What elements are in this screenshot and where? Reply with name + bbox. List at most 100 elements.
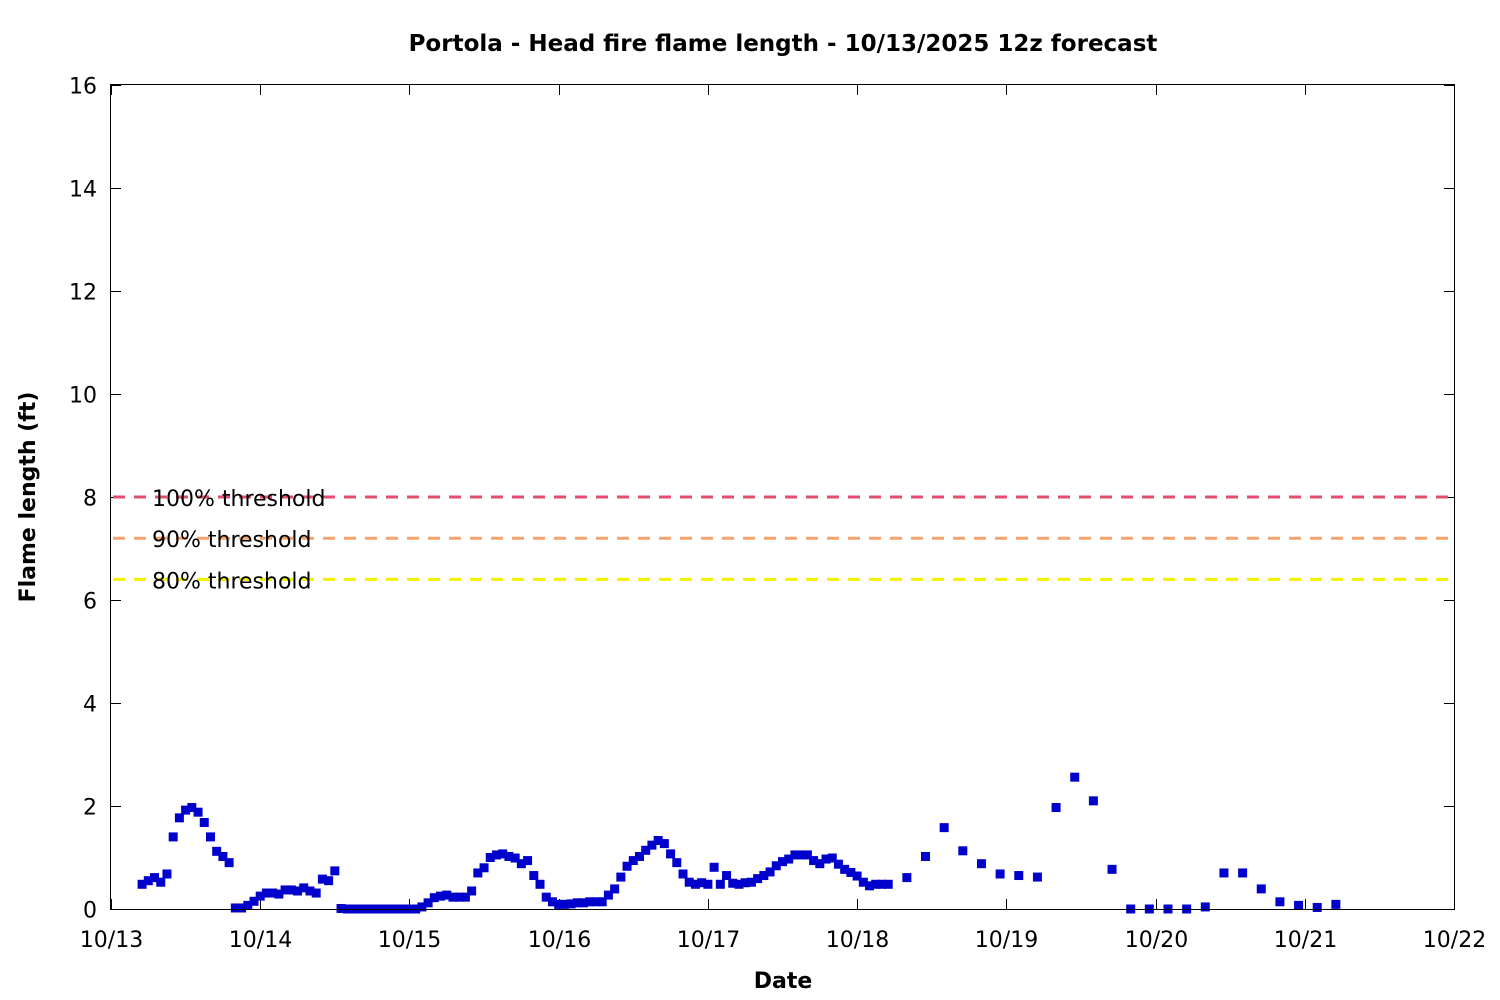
data-point bbox=[865, 881, 875, 891]
x-tick-label: 10/18 bbox=[826, 928, 889, 953]
data-point bbox=[871, 879, 881, 889]
data-point bbox=[174, 813, 184, 823]
data-point bbox=[268, 888, 278, 898]
x-axis-label: Date bbox=[754, 969, 813, 994]
y-tick-label: 16 bbox=[69, 75, 97, 100]
data-point bbox=[460, 892, 470, 902]
data-point bbox=[286, 885, 296, 895]
data-point bbox=[255, 891, 265, 901]
data-point bbox=[1032, 872, 1042, 882]
data-point bbox=[610, 884, 620, 894]
data-point bbox=[429, 893, 439, 903]
data-point bbox=[336, 903, 346, 913]
data-point bbox=[311, 888, 321, 898]
x-tick-label: 10/22 bbox=[1423, 928, 1486, 953]
data-point bbox=[902, 873, 912, 883]
data-point bbox=[280, 885, 290, 895]
x-tick-label: 10/14 bbox=[229, 928, 292, 953]
y-tick-labels: 0 2 4 6 8 10 12 14 16 bbox=[69, 75, 97, 924]
data-point bbox=[224, 858, 234, 868]
data-point bbox=[1014, 871, 1024, 881]
data-point bbox=[958, 846, 968, 856]
data-point bbox=[560, 899, 570, 909]
data-point bbox=[728, 878, 738, 888]
data-point bbox=[641, 845, 651, 855]
data-point bbox=[790, 850, 800, 860]
data-point bbox=[541, 892, 551, 902]
data-point bbox=[709, 862, 719, 872]
data-point bbox=[491, 850, 501, 860]
data-point bbox=[523, 856, 533, 866]
data-point bbox=[995, 869, 1005, 879]
data-point bbox=[324, 876, 334, 886]
threshold-label: 80% threshold bbox=[152, 569, 312, 594]
data-point bbox=[1107, 864, 1117, 874]
data-point bbox=[1238, 868, 1248, 878]
data-point bbox=[647, 840, 657, 850]
data-point bbox=[243, 900, 253, 910]
data-point bbox=[467, 886, 477, 896]
data-point bbox=[765, 867, 775, 877]
data-point bbox=[442, 890, 452, 900]
chart-title: Portola - Head fire flame length - 10/13… bbox=[409, 31, 1158, 57]
data-point bbox=[690, 879, 700, 889]
data-point bbox=[299, 883, 309, 893]
data-point bbox=[156, 877, 166, 887]
data-point bbox=[666, 849, 676, 859]
y-tick-label: 14 bbox=[69, 178, 97, 203]
data-point bbox=[305, 886, 315, 896]
data-points bbox=[137, 772, 1341, 914]
data-point bbox=[1312, 902, 1322, 912]
data-point bbox=[678, 869, 688, 879]
threshold-label: 100% threshold bbox=[152, 487, 326, 512]
data-point bbox=[1331, 899, 1341, 909]
data-point bbox=[852, 871, 862, 881]
data-point bbox=[591, 897, 601, 907]
data-point bbox=[417, 902, 427, 912]
data-point bbox=[877, 879, 887, 889]
data-point bbox=[672, 858, 682, 868]
data-point bbox=[796, 850, 806, 860]
data-point bbox=[516, 859, 526, 869]
tick-marks bbox=[111, 85, 1455, 910]
data-point bbox=[603, 890, 613, 900]
data-point bbox=[976, 859, 986, 869]
data-point bbox=[585, 897, 595, 907]
data-point bbox=[218, 851, 228, 861]
data-point bbox=[423, 898, 433, 908]
data-point bbox=[715, 879, 725, 889]
x-tick-labels: 10/13 10/14 10/15 10/16 10/17 10/18 10/19 10/20… bbox=[80, 928, 1486, 953]
data-point bbox=[734, 879, 744, 889]
data-point bbox=[778, 857, 787, 867]
data-point bbox=[634, 851, 644, 861]
data-point bbox=[616, 872, 626, 882]
data-point bbox=[753, 874, 763, 884]
x-tick-label: 10/16 bbox=[528, 928, 591, 953]
data-point bbox=[249, 896, 259, 906]
data-point bbox=[205, 832, 215, 842]
data-point bbox=[547, 897, 557, 907]
y-axis-label: Flame length (ft) bbox=[16, 392, 41, 603]
data-point bbox=[1256, 884, 1266, 894]
data-point bbox=[809, 856, 819, 866]
data-point bbox=[1200, 902, 1210, 912]
x-tick-label: 10/15 bbox=[378, 928, 441, 953]
data-point bbox=[572, 898, 582, 908]
data-point bbox=[473, 868, 483, 878]
data-point bbox=[199, 817, 209, 827]
data-point bbox=[684, 877, 694, 887]
data-point bbox=[187, 803, 197, 813]
data-point bbox=[771, 861, 781, 871]
y-tick-label: 10 bbox=[69, 384, 97, 409]
x-tick-label: 10/19 bbox=[975, 928, 1038, 953]
data-point bbox=[510, 853, 520, 863]
x-tick-label: 10/17 bbox=[677, 928, 740, 953]
x-tick-label: 10/13 bbox=[80, 928, 143, 953]
data-point bbox=[784, 854, 794, 864]
data-point bbox=[554, 899, 564, 909]
data-point bbox=[846, 867, 856, 877]
data-point bbox=[193, 807, 203, 817]
data-point bbox=[504, 851, 514, 861]
data-point bbox=[293, 886, 303, 896]
